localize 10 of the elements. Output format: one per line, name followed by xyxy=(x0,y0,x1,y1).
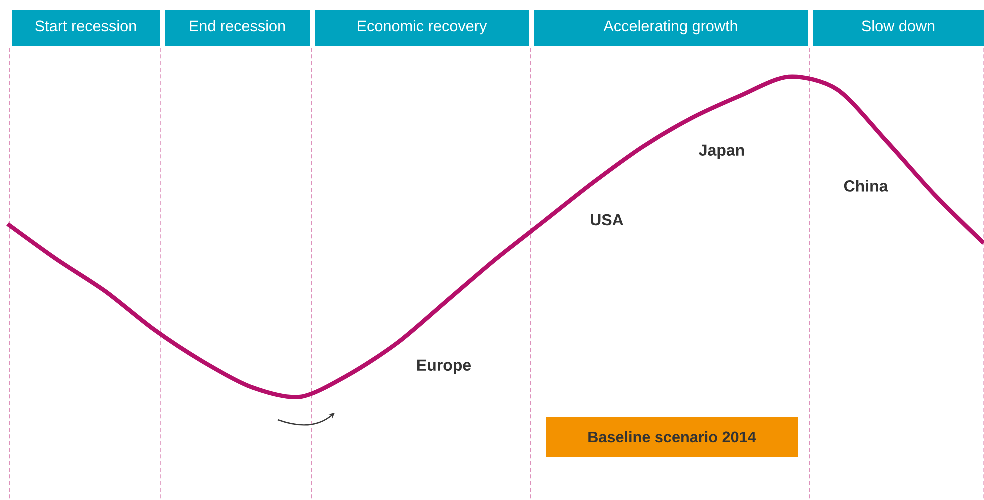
text: Economic recovery xyxy=(358,20,488,35)
annotation: Europe xyxy=(418,360,472,374)
annotation: China xyxy=(844,180,888,192)
text: Baseline scenario 2014 xyxy=(588,431,756,443)
text: Start recession xyxy=(36,20,136,32)
text: Accelerating growth xyxy=(604,20,738,35)
annotation: USA xyxy=(591,214,624,226)
text: Slow down xyxy=(862,20,935,32)
annotation: Japan xyxy=(699,144,744,160)
text: End recession xyxy=(190,20,286,32)
